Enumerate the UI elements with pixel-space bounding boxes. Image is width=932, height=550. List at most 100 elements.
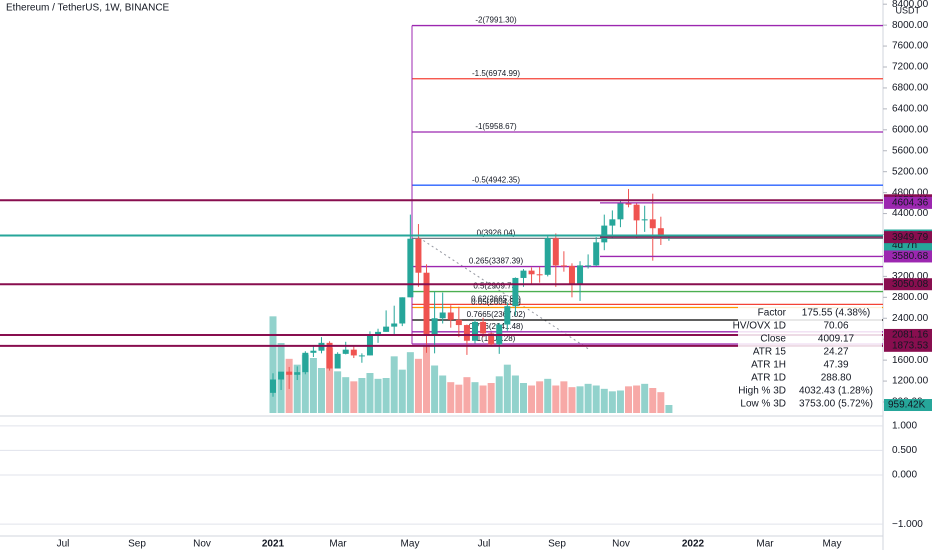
x-tick-label: Mar — [329, 539, 347, 550]
fib-label: 0.7665(2367.02) — [467, 310, 526, 319]
candle-body — [480, 321, 487, 334]
candle-body — [633, 204, 640, 221]
candle-body — [270, 379, 276, 393]
volume-bar — [326, 348, 334, 413]
volume-bar — [649, 388, 657, 413]
candle-body — [350, 349, 357, 356]
stats-key: ATR 1H — [751, 360, 786, 371]
y-tick-label: 0.000 — [892, 470, 917, 481]
price-tag — [884, 328, 932, 341]
candle-body — [512, 277, 519, 307]
candle-body — [326, 342, 333, 369]
volume-bar — [584, 383, 592, 413]
y-tick-label: 5200.00 — [892, 166, 929, 177]
volume-bar — [519, 383, 527, 413]
volume-bar — [334, 371, 342, 413]
candle-body — [431, 318, 438, 334]
volume-bar — [616, 390, 624, 413]
volume-bar — [431, 365, 439, 413]
chart-title: Ethereum / TetherUS, 1W, BINANCE — [6, 3, 170, 14]
x-tick-label: Nov — [612, 539, 630, 550]
candle-body — [552, 238, 559, 266]
candle-body — [617, 202, 624, 220]
candle-body — [342, 349, 349, 354]
candle-body — [463, 325, 470, 341]
volume-bar — [568, 387, 576, 413]
x-tick-label: Jul — [478, 539, 491, 550]
volume-bar — [447, 382, 455, 413]
volume-bar — [406, 352, 414, 413]
volume-bar — [293, 364, 301, 413]
y-tick-label: 6000.00 — [892, 124, 929, 135]
volume-bar — [455, 384, 463, 413]
stats-key: HV/OVX 1D — [733, 321, 786, 332]
candle-body — [423, 272, 430, 334]
price-tag-label: 3050.08 — [892, 279, 929, 290]
price-tag-note: 4d 7h — [892, 240, 917, 251]
volume-bar — [414, 358, 422, 413]
price-tag — [884, 339, 932, 352]
stats-value: 288.80 — [821, 373, 852, 384]
volume-bar — [528, 385, 536, 413]
price-tag-label: 2081.16 — [892, 330, 929, 341]
volume-tag-label: 959.42K — [888, 400, 926, 411]
candle-body — [383, 326, 390, 332]
x-tick-label: Jul — [57, 539, 70, 550]
stats-key: High % 3D — [738, 386, 786, 397]
price-tag — [884, 231, 932, 244]
y-tick-label: −1.000 — [892, 519, 923, 530]
candle-body — [439, 312, 446, 319]
volume-bar — [625, 386, 633, 413]
candle-body — [399, 297, 406, 324]
stats-value: 4032.43 (1.28%) — [799, 386, 873, 397]
volume-bar — [309, 358, 317, 413]
stats-key: Low % 3D — [740, 399, 786, 410]
candle-body — [577, 265, 584, 284]
x-tick-label: May — [823, 539, 842, 550]
stats-value: 70.06 — [823, 321, 848, 332]
y-tick-label: 8000.00 — [892, 20, 929, 31]
y-tick-label: 0.500 — [892, 445, 917, 456]
y-tick-label: 4400.00 — [892, 208, 929, 219]
stats-value: 47.39 — [823, 360, 848, 371]
fib-label: 0.62(2665.81) — [471, 294, 521, 303]
y-tick-label: 1200.00 — [892, 376, 929, 387]
volume-bar — [560, 381, 568, 413]
stats-box — [738, 306, 882, 412]
x-tick-label: Sep — [128, 539, 146, 550]
volume-bar — [487, 383, 495, 413]
x-tick-label: Sep — [548, 539, 566, 550]
volume-bar — [342, 377, 350, 413]
x-tick-label: May — [401, 539, 420, 550]
candle-body — [593, 242, 600, 266]
candle-body — [649, 219, 656, 229]
candle-body — [504, 306, 511, 325]
stats-key: ATR 15 — [753, 347, 787, 358]
fib-label: 0.786(2141.48) — [469, 322, 524, 331]
y-tick-label: 4800.00 — [892, 187, 929, 198]
volume-bar — [592, 385, 600, 413]
y-tick-label: 1.000 — [892, 420, 917, 431]
y-tick-label: 6800.00 — [892, 83, 929, 94]
stats-key: Close — [760, 334, 786, 345]
volume-bar — [471, 382, 479, 413]
price-tag-label: 3580.68 — [892, 251, 929, 262]
candle-body — [560, 265, 567, 267]
volume-bar — [633, 385, 641, 413]
volume-bar — [398, 369, 406, 413]
candle-body — [294, 372, 301, 375]
candle-body — [447, 312, 454, 320]
candle-body — [407, 238, 414, 298]
volume-bar — [608, 391, 616, 413]
volume-bar — [366, 373, 374, 413]
volume-bar — [600, 388, 608, 413]
volume-bar — [536, 381, 544, 413]
x-tick-label: 2021 — [262, 539, 285, 550]
candle-body — [536, 274, 543, 276]
volume-bar — [544, 378, 552, 413]
volume-bar — [511, 375, 519, 413]
volume-bar — [382, 378, 390, 413]
volume-bar — [423, 346, 431, 413]
